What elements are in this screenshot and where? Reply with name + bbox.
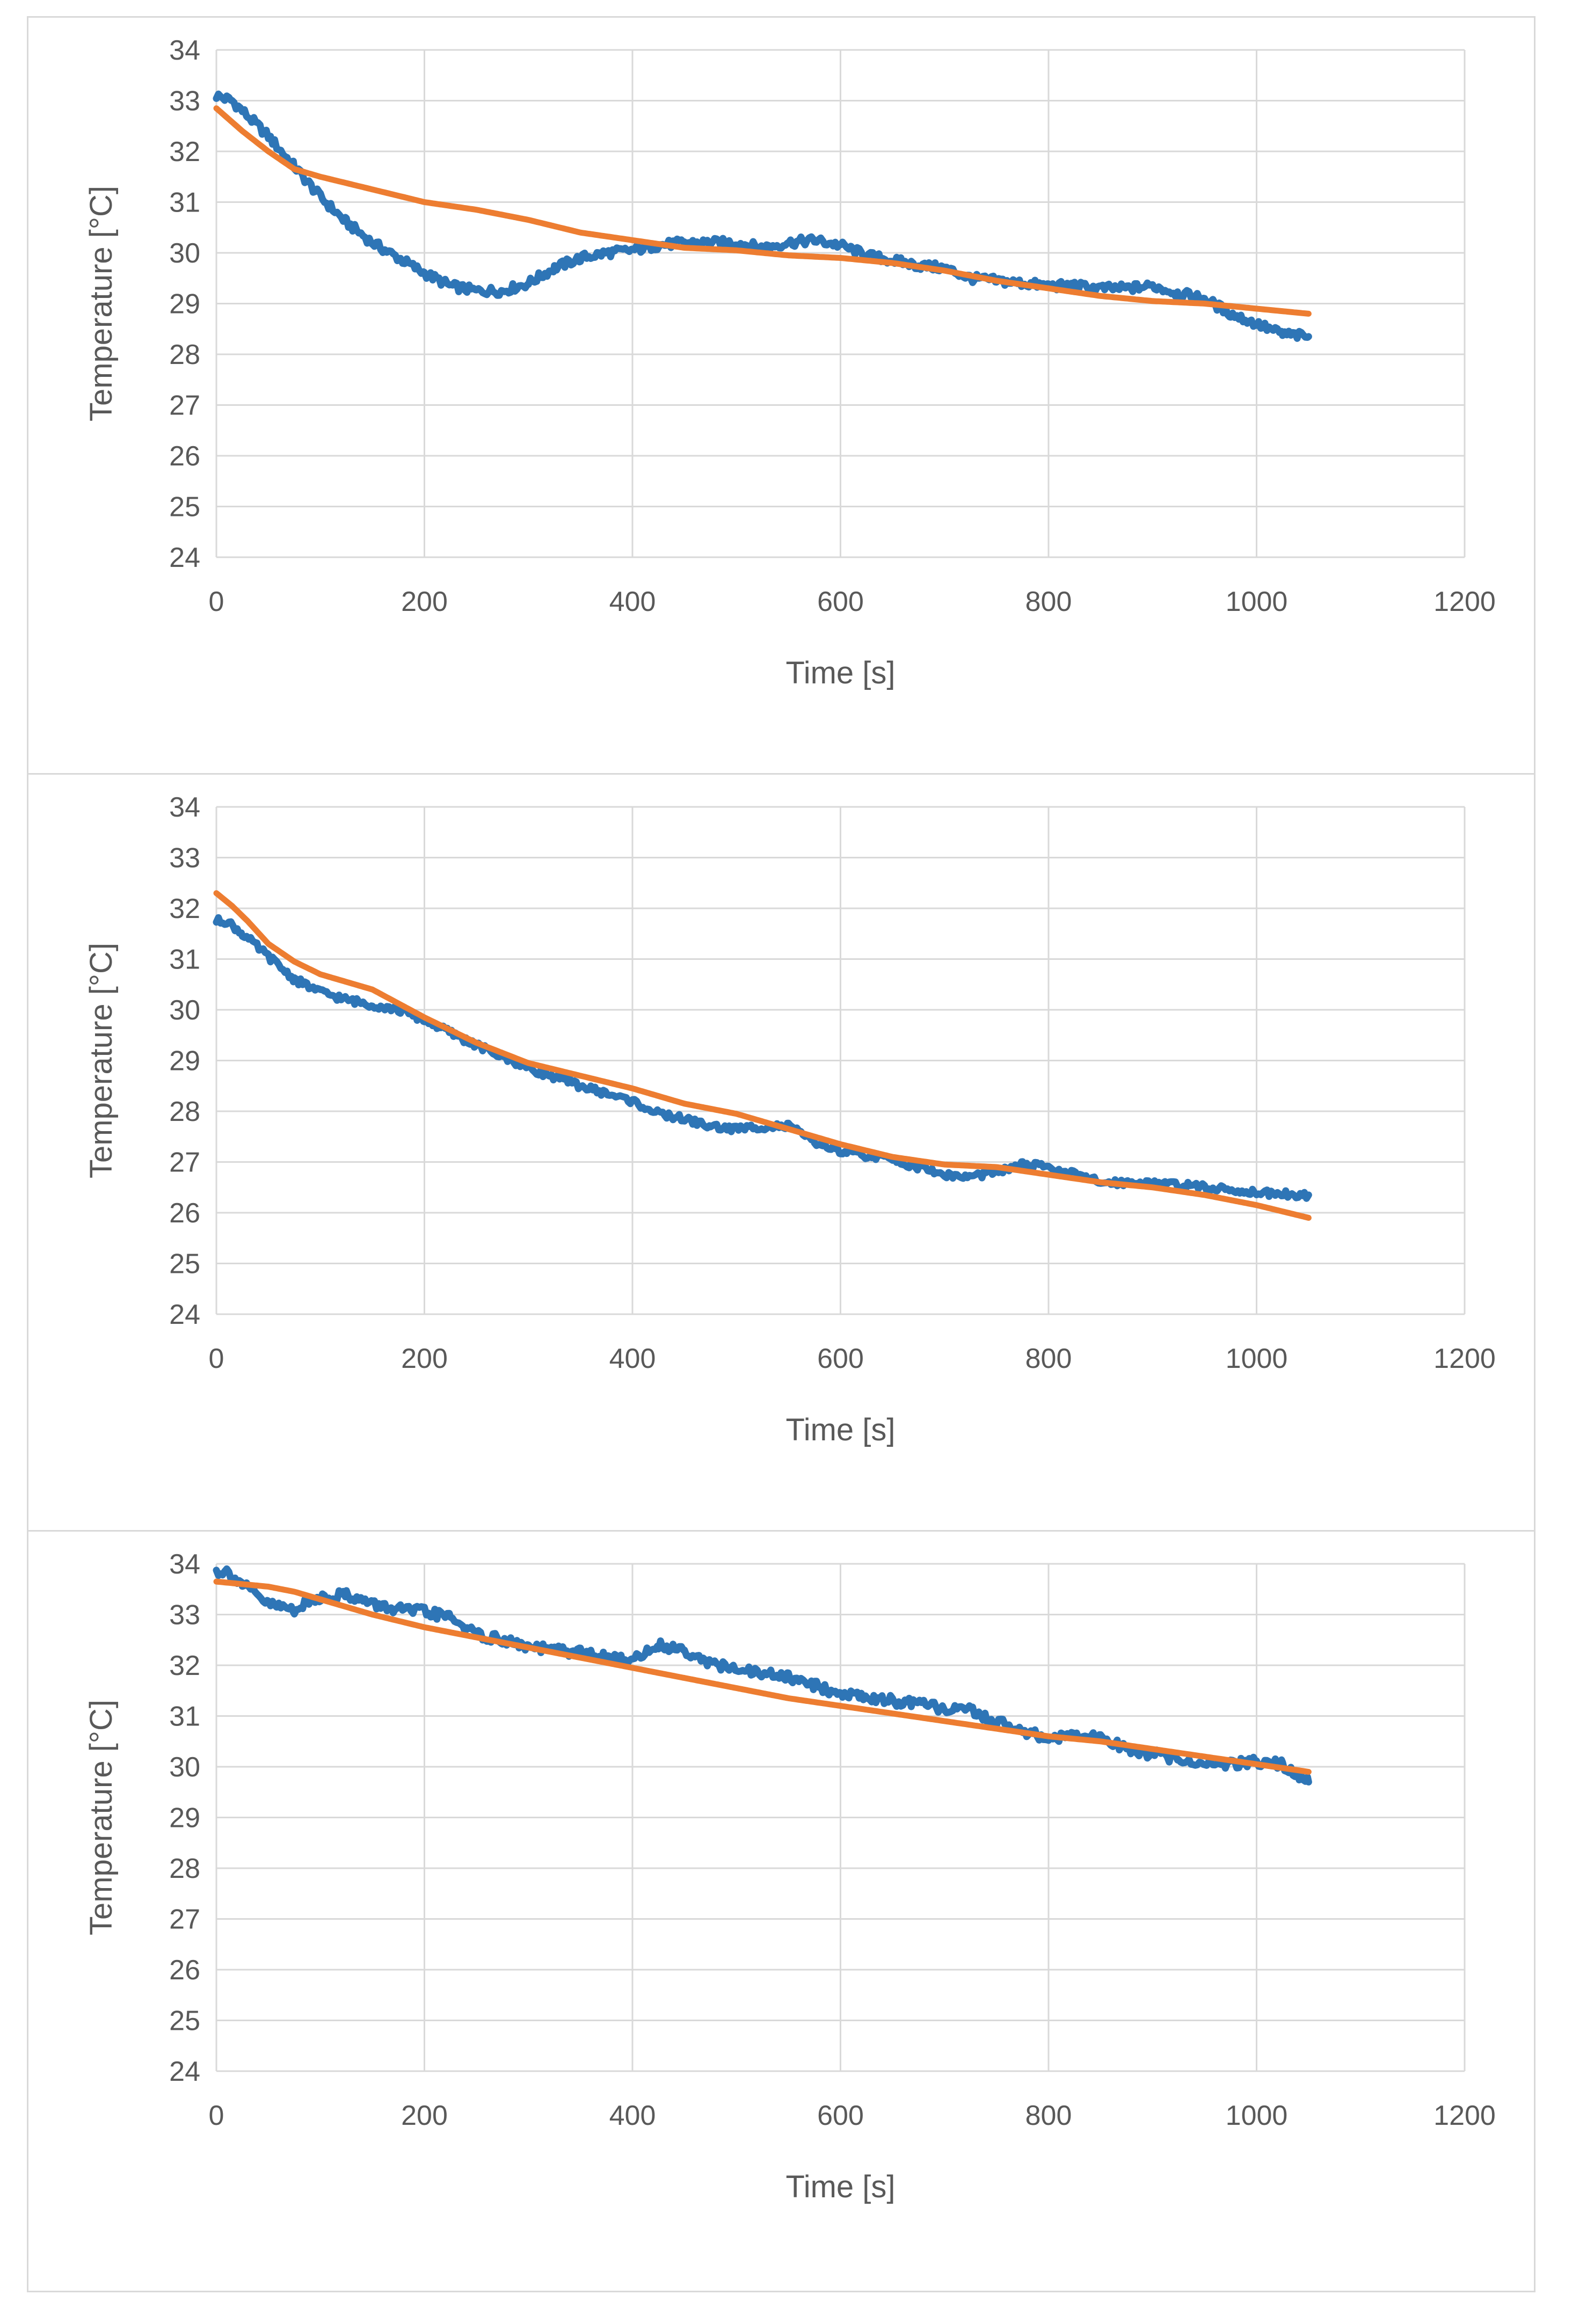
series-line-simulated <box>213 1578 1312 1775</box>
x-tick-label: 600 <box>817 2100 864 2131</box>
line-chart: 24 25 26 27 28 29 30 31 32 33 34 0 200 400 600 800 1000 1… <box>84 1549 1496 2204</box>
y-tick-label: 33 <box>169 843 200 874</box>
y-tick-label: 34 <box>169 35 200 66</box>
y-tick-label: 31 <box>169 187 200 218</box>
x-tick-label: 400 <box>609 2100 656 2131</box>
line-chart: 24 25 26 27 28 29 30 31 32 33 34 0 200 400 600 800 1000 1… <box>84 35 1496 690</box>
x-tick-label: 0 <box>209 1343 224 1374</box>
x-axis-title: Time [s] <box>785 1412 895 1447</box>
x-tick-label: 200 <box>401 586 448 617</box>
y-axis-title: Temperature [°C] <box>84 1700 119 1935</box>
y-tick-label: 27 <box>169 390 200 421</box>
series-line-measured <box>213 90 1312 342</box>
x-tick-label: 1200 <box>1433 2100 1496 2131</box>
y-tick-label: 30 <box>169 1752 200 1783</box>
x-tick-label: 1000 <box>1226 1343 1288 1374</box>
y-tick-label: 27 <box>169 1904 200 1935</box>
y-tick-label: 26 <box>169 1955 200 1986</box>
y-tick-label: 24 <box>169 2056 200 2087</box>
y-tick-label: 29 <box>169 1046 200 1077</box>
x-tick-label: 800 <box>1025 1343 1072 1374</box>
chart-panel-top: 24 25 26 27 28 29 30 31 32 33 34 0 200 400 600 800 1000 1… <box>27 16 1535 778</box>
x-tick-label: 1000 <box>1226 586 1288 617</box>
y-tick-label: 34 <box>169 792 200 823</box>
x-tick-label: 600 <box>817 1343 864 1374</box>
y-tick-label: 28 <box>169 1853 200 1884</box>
y-tick-label: 30 <box>169 238 200 269</box>
y-tick-label: 33 <box>169 1600 200 1631</box>
y-tick-label: 34 <box>169 1549 200 1580</box>
y-tick-label: 24 <box>169 1299 200 1330</box>
y-tick-label: 24 <box>169 542 200 573</box>
x-tick-label: 0 <box>209 586 224 617</box>
x-tick-label: 200 <box>401 1343 448 1374</box>
y-axis-title: Temperature [°C] <box>84 943 119 1178</box>
x-tick-label: 1200 <box>1433 586 1496 617</box>
line-chart: 24 25 26 27 28 29 30 31 32 33 34 0 200 400 600 800 1000 1… <box>84 792 1496 1447</box>
x-tick-label: 1000 <box>1226 2100 1288 2131</box>
y-tick-label: 26 <box>169 1198 200 1229</box>
x-tick-label: 400 <box>609 586 656 617</box>
chart-panel-bottom: 24 25 26 27 28 29 30 31 32 33 34 0 200 400 600 800 1000 1… <box>27 1530 1535 2292</box>
y-tick-label: 25 <box>169 492 200 523</box>
y-tick-label: 28 <box>169 339 200 370</box>
series-line-simulated <box>213 105 1312 317</box>
y-tick-label: 25 <box>169 1249 200 1280</box>
y-tick-label: 25 <box>169 2006 200 2037</box>
y-tick-label: 28 <box>169 1096 200 1127</box>
x-axis-title: Time [s] <box>785 655 895 690</box>
series-line-measured <box>213 1565 1312 1786</box>
y-tick-label: 27 <box>169 1147 200 1178</box>
series-line-simulated <box>213 890 1312 1221</box>
x-tick-label: 400 <box>609 1343 656 1374</box>
x-tick-label: 0 <box>209 2100 224 2131</box>
y-tick-label: 31 <box>169 944 200 975</box>
y-tick-label: 29 <box>169 1803 200 1834</box>
x-tick-label: 800 <box>1025 2100 1072 2131</box>
x-tick-label: 600 <box>817 586 864 617</box>
y-tick-label: 32 <box>169 893 200 924</box>
chart-panel-middle: 24 25 26 27 28 29 30 31 32 33 34 0 200 400 600 800 1000 1… <box>27 773 1535 1535</box>
x-tick-label: 800 <box>1025 586 1072 617</box>
x-tick-label: 200 <box>401 2100 448 2131</box>
y-tick-label: 33 <box>169 86 200 117</box>
y-tick-label: 30 <box>169 995 200 1026</box>
y-axis-title: Temperature [°C] <box>84 186 119 421</box>
y-tick-label: 32 <box>169 136 200 167</box>
y-tick-label: 29 <box>169 289 200 320</box>
x-axis-title: Time [s] <box>785 2169 895 2204</box>
y-tick-label: 32 <box>169 1650 200 1681</box>
x-tick-label: 1200 <box>1433 1343 1496 1374</box>
y-tick-label: 26 <box>169 441 200 472</box>
y-tick-label: 31 <box>169 1701 200 1732</box>
